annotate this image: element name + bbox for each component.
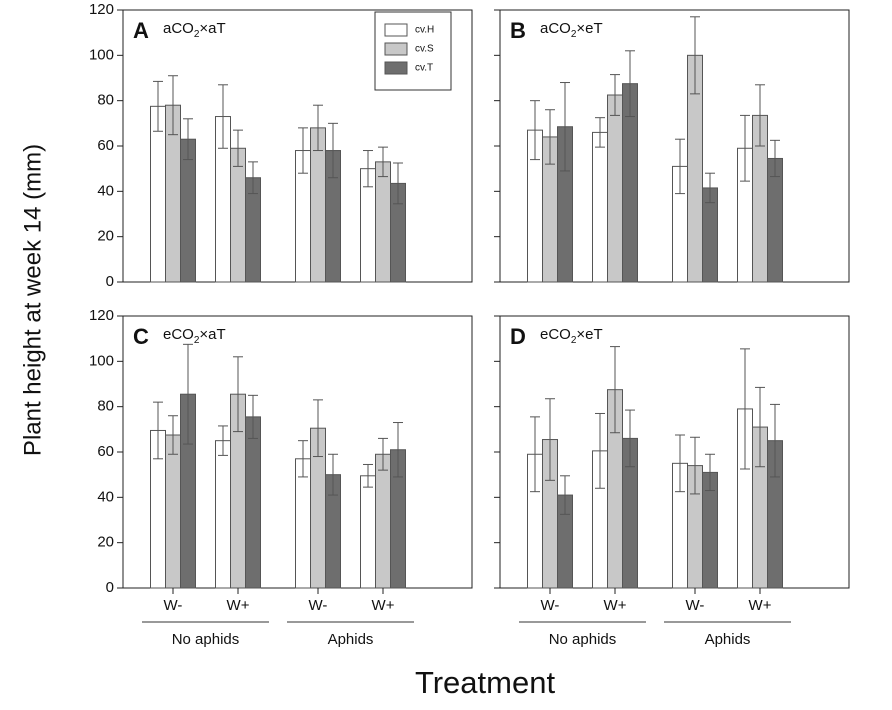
legend-label: cv.S — [415, 44, 434, 55]
y-tick-label: 100 — [89, 352, 114, 369]
legend: cv.H cv.S cv.T — [374, 11, 452, 91]
y-tick-label: 100 — [89, 46, 114, 63]
group-label: Aphids — [705, 631, 751, 648]
x-category-label: W+ — [604, 597, 627, 614]
panel-letter: D — [510, 324, 526, 349]
panel-a: 0 20 40 60 80 100 120 A aCO2×aT — [89, 1, 473, 290]
bar — [360, 475, 376, 589]
panel-condition: aCO2×eT — [540, 20, 603, 40]
panel-letter: C — [133, 324, 149, 349]
bar — [375, 161, 391, 283]
y-tick-label: 40 — [97, 182, 114, 199]
bar — [592, 131, 608, 283]
y-tick-label: 20 — [97, 534, 114, 551]
bar — [375, 453, 391, 589]
legend-label: cv.H — [415, 25, 434, 36]
y-tick-label: 20 — [97, 228, 114, 245]
bar — [215, 440, 231, 589]
panel-condition: aCO2×aT — [163, 20, 226, 40]
panel-letter: B — [510, 18, 526, 43]
bar — [150, 105, 166, 283]
x-category-label: W- — [309, 597, 328, 614]
panel-c: 0 20 40 60 80 100 120 C eCO2×aT W- W+ W- W+ No aphids… — [89, 307, 473, 648]
legend-swatch — [384, 23, 408, 37]
y-tick-label: 60 — [97, 443, 114, 460]
y-tick-label: 60 — [97, 137, 114, 154]
x-category-label: W+ — [227, 597, 250, 614]
y-tick-label: 120 — [89, 1, 114, 18]
x-axis-label: Treatment — [415, 665, 556, 700]
bar — [165, 434, 181, 589]
panel-condition: eCO2×aT — [163, 326, 226, 346]
legend-swatch — [384, 61, 408, 75]
y-tick-label: 0 — [106, 579, 114, 596]
bar — [230, 147, 246, 283]
x-category-label: W- — [686, 597, 705, 614]
x-category-label: W- — [541, 597, 560, 614]
bar — [295, 458, 311, 589]
panel-condition: eCO2×eT — [540, 326, 603, 346]
x-category-label: W+ — [372, 597, 395, 614]
group-label: No aphids — [172, 631, 240, 648]
group-label: Aphids — [328, 631, 374, 648]
panel-letter: A — [133, 18, 149, 43]
bar — [180, 138, 196, 283]
bar — [245, 416, 261, 589]
y-tick-label: 80 — [97, 92, 114, 109]
y-tick-label: 80 — [97, 398, 114, 415]
group-label: No aphids — [549, 631, 617, 648]
x-category-label: W+ — [749, 597, 772, 614]
y-axis-label: Plant height at week 14 (mm) — [19, 144, 46, 456]
bar — [607, 94, 623, 283]
y-tick-label: 120 — [89, 307, 114, 324]
y-tick-label: 40 — [97, 488, 114, 505]
legend-label: cv.T — [415, 63, 433, 74]
y-tick-label: 0 — [106, 273, 114, 290]
x-category-label: W- — [164, 597, 183, 614]
legend-swatch — [384, 42, 408, 56]
